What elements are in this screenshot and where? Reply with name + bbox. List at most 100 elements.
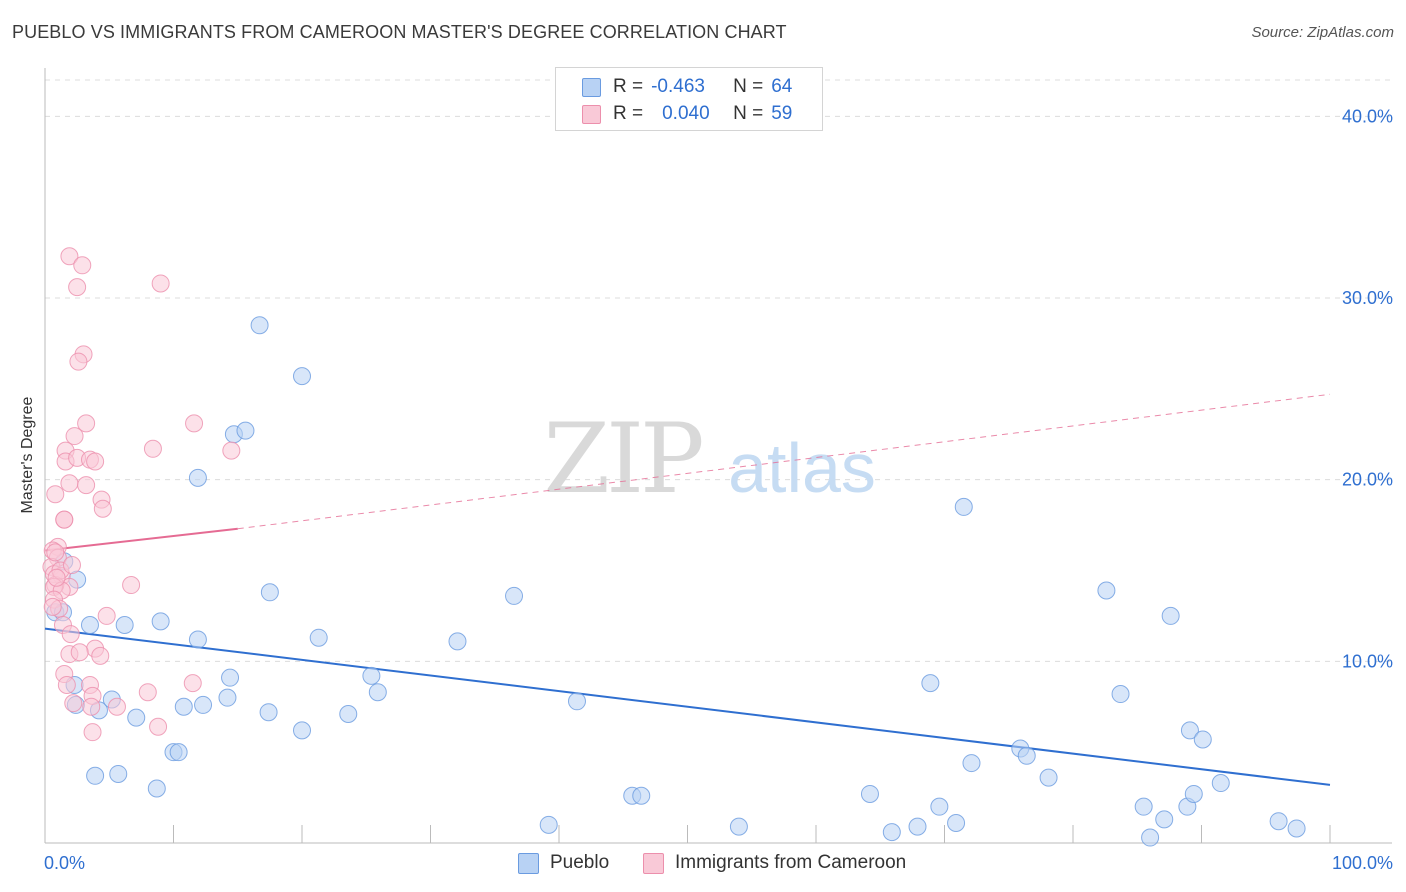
legend-row-pueblo: R = -0.463 N = 64	[582, 74, 792, 100]
y-tick-label: 40.0%	[1342, 106, 1393, 126]
pueblo-point	[362, 666, 381, 685]
cameroon-point	[61, 625, 80, 644]
cameroon-point	[64, 694, 83, 713]
pueblo-point	[368, 683, 387, 702]
pueblo-point	[86, 766, 105, 785]
pueblo-point	[259, 703, 278, 722]
x-tick-label: 100.0%	[1332, 853, 1393, 873]
pueblo-point	[151, 612, 170, 631]
cameroon-point	[138, 683, 157, 702]
n-label: N =	[733, 103, 764, 124]
y-tick-label: 20.0%	[1342, 470, 1393, 490]
trend-lines	[44, 393, 1331, 786]
cameroon-point	[65, 427, 84, 446]
pueblo-swatch	[582, 77, 601, 97]
pueblo-point	[729, 817, 748, 836]
cameroon-point	[68, 278, 87, 297]
cameroon-point	[82, 697, 101, 716]
chart-title: PUEBLO VS IMMIGRANTS FROM CAMEROON MASTE…	[12, 22, 787, 42]
watermark-atlas: atlas	[728, 429, 876, 507]
pueblo-point	[127, 708, 146, 727]
pueblo-point	[539, 815, 558, 834]
cameroon-point	[55, 510, 74, 529]
pueblo-point	[947, 814, 966, 833]
pueblo-point	[293, 367, 311, 386]
pueblo-point	[169, 743, 188, 762]
cameroon-point	[77, 476, 96, 495]
cameroon-point	[151, 274, 170, 293]
cameroon-point	[70, 643, 89, 662]
pueblo-point	[250, 316, 269, 335]
x-tick-label: 0.0%	[44, 853, 85, 873]
pueblo-point	[632, 786, 651, 805]
pueblo-point	[505, 586, 524, 605]
pueblo-point	[1141, 828, 1160, 847]
pueblo-point	[954, 497, 973, 516]
cameroon-point	[97, 606, 116, 625]
cameroon-point	[69, 352, 88, 371]
pueblo-point	[174, 697, 193, 716]
tick-labels: 10.0% 20.0% 30.0% 40.0% 0.0% 100.0%	[44, 106, 1393, 873]
cameroon-point	[77, 414, 96, 433]
cameroon-point	[86, 452, 105, 471]
pueblo-trend-line	[44, 627, 1331, 786]
series-legend: Pueblo Immigrants from Cameroon	[0, 850, 1406, 878]
cameroon-point	[57, 675, 76, 694]
pueblo-point	[448, 632, 467, 651]
cameroon-point	[91, 646, 110, 665]
watermark-zip: ZIP	[543, 403, 702, 515]
y-tick-label: 10.0%	[1342, 651, 1393, 671]
legend-row-cameroon: R = 0.040 N = 59	[582, 101, 792, 127]
cameroon-trend-extension	[237, 393, 1331, 530]
pueblo-swatch	[518, 852, 539, 874]
pueblo-point	[236, 421, 255, 440]
r-value: 0.040	[662, 103, 710, 124]
pueblo-point	[115, 616, 134, 634]
pueblo-point	[860, 784, 879, 803]
legend-item-pueblo[interactable]: Pueblo	[518, 852, 609, 874]
n-value: 64	[771, 76, 793, 97]
cameroon-point	[62, 556, 81, 575]
cameroon-point	[143, 439, 162, 458]
cameroon-point	[47, 568, 66, 587]
legend-item-label: Pueblo	[550, 852, 610, 873]
r-value: -0.463	[651, 76, 705, 97]
cameroon-point	[93, 499, 112, 518]
axes	[44, 68, 1392, 844]
pueblo-point	[1269, 812, 1288, 831]
gridlines	[45, 79, 1392, 662]
pueblo-point	[908, 817, 927, 836]
pueblo-point	[1111, 685, 1130, 704]
source-label: Source: ZipAtlas.com	[1251, 24, 1394, 41]
pueblo-point	[309, 628, 328, 647]
cameroon-point	[83, 723, 102, 742]
pueblo-point	[339, 705, 358, 724]
pueblo-point	[218, 688, 237, 707]
pueblo-point	[1180, 721, 1199, 740]
pueblo-point	[1161, 606, 1180, 625]
pueblo-point	[1184, 784, 1203, 803]
cameroon-point	[185, 414, 204, 433]
pueblo-point	[1193, 730, 1212, 749]
pueblo-point	[293, 721, 311, 740]
legend-item-label: Immigrants from Cameroon	[675, 852, 907, 873]
pueblo-point	[147, 779, 166, 798]
pueblo-point	[1134, 797, 1153, 816]
pueblo-point	[930, 797, 949, 816]
watermark: ZIP atlas	[543, 403, 876, 515]
y-tick-label: 30.0%	[1342, 288, 1393, 308]
cameroon-swatch	[643, 852, 664, 874]
pueblo-point	[1155, 810, 1174, 829]
pueblo-point	[109, 764, 128, 783]
pueblo-point	[194, 695, 213, 714]
r-label: R =	[613, 76, 644, 97]
cameroon-point	[60, 474, 79, 493]
cameroon-trend-line	[44, 527, 238, 552]
n-value: 59	[771, 103, 793, 124]
pueblo-point	[921, 674, 940, 693]
cameroon-point	[73, 256, 92, 275]
stats-legend: R = -0.463 N = 64 R = 0.040 N = 59	[555, 67, 823, 131]
legend-item-cameroon[interactable]: Immigrants from Cameroon	[643, 852, 906, 874]
cameroon-point	[183, 674, 202, 693]
cameroon-point	[43, 597, 62, 616]
